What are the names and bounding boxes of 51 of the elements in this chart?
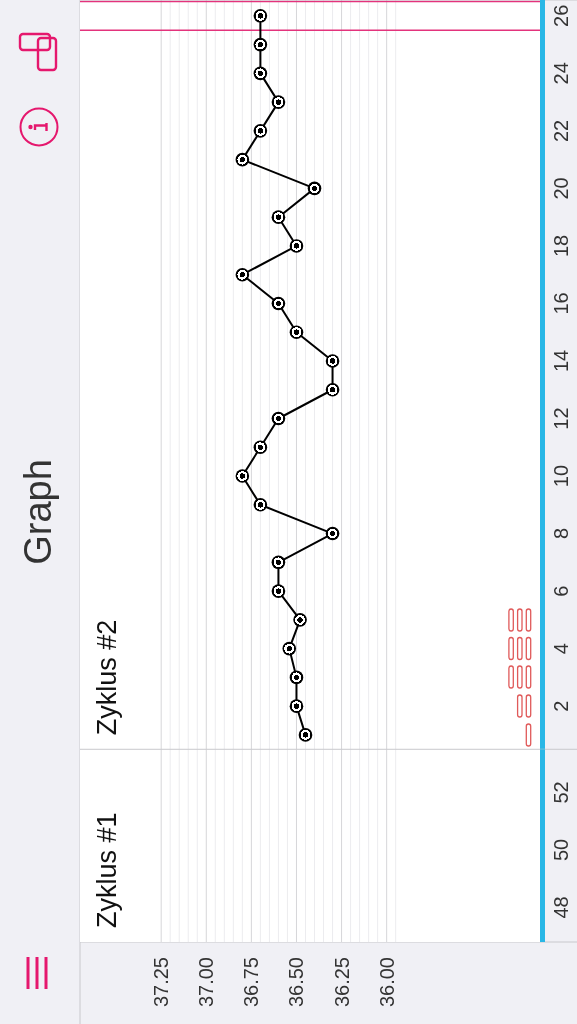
y-tick-label: 2 bbox=[550, 700, 572, 712]
y-tick-label: 26 bbox=[550, 4, 572, 27]
point bbox=[289, 670, 304, 685]
point bbox=[253, 66, 268, 81]
point bbox=[271, 411, 286, 426]
x-tick-label: 36.75 bbox=[240, 957, 263, 1008]
x-tick-label: 36.00 bbox=[375, 957, 398, 1008]
y-tick-label: 20 bbox=[550, 177, 572, 200]
point bbox=[253, 9, 268, 23]
y-tick-label: 16 bbox=[550, 292, 572, 315]
point bbox=[271, 210, 286, 224]
x-tick-label: 37.25 bbox=[150, 957, 173, 1008]
y-tick-label: 52 bbox=[550, 781, 572, 804]
point bbox=[271, 95, 286, 109]
point bbox=[253, 440, 268, 455]
x-tick-label: 37.00 bbox=[195, 957, 218, 1008]
point bbox=[307, 181, 322, 196]
annotation: Zyklus #1 bbox=[92, 812, 122, 928]
point bbox=[325, 354, 340, 368]
y-tick-label: 4 bbox=[550, 643, 572, 655]
point bbox=[253, 37, 268, 52]
y-tick-label: 24 bbox=[550, 62, 572, 85]
x-tick-label: 36.25 bbox=[330, 957, 353, 1008]
y-tick-label: 48 bbox=[550, 896, 572, 919]
point bbox=[235, 152, 250, 167]
point bbox=[325, 526, 340, 541]
y-tick-label: 12 bbox=[550, 407, 572, 430]
x-tick-label: 36.50 bbox=[285, 957, 308, 1008]
y-tick-label: 18 bbox=[550, 234, 572, 258]
point bbox=[298, 728, 313, 742]
point bbox=[289, 239, 304, 253]
point bbox=[253, 498, 268, 512]
y-tick-label: 50 bbox=[550, 838, 572, 862]
y-tick-label: 22 bbox=[550, 119, 572, 142]
point bbox=[282, 641, 297, 656]
point bbox=[289, 699, 304, 713]
y-tick-label: 14 bbox=[550, 349, 572, 373]
point bbox=[289, 325, 304, 340]
point bbox=[271, 296, 286, 311]
y-tick-label: 8 bbox=[550, 528, 572, 540]
point bbox=[271, 555, 286, 570]
point bbox=[271, 584, 286, 598]
text: Graph bbox=[17, 459, 59, 565]
point bbox=[325, 382, 340, 397]
point bbox=[235, 267, 250, 282]
point bbox=[235, 469, 250, 483]
point bbox=[293, 613, 307, 627]
y-tick-label: 10 bbox=[550, 464, 572, 488]
y-tick-label: 6 bbox=[550, 585, 572, 597]
point bbox=[253, 124, 268, 138]
annotation: Zyklus #2 bbox=[92, 619, 122, 736]
